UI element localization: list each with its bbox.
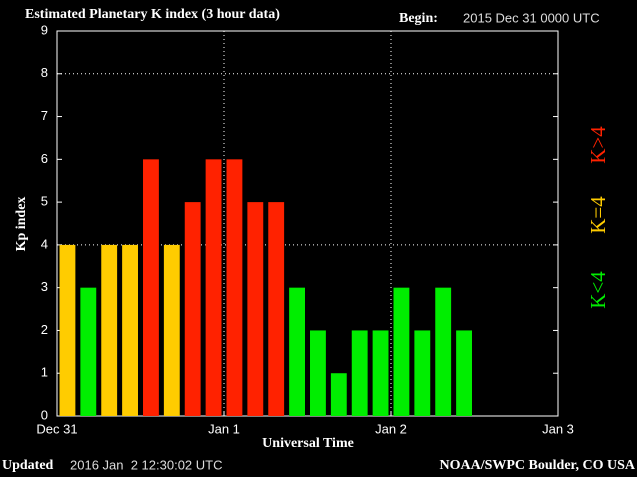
bar <box>393 287 410 416</box>
legend-label: K=4 <box>586 196 610 234</box>
y-tick-label: 0 <box>41 407 48 422</box>
begin-value: 2015 Dec 31 0000 UTC <box>463 10 600 25</box>
x-axis-label: Universal Time <box>262 436 354 451</box>
x-tick-label: Jan 3 <box>542 421 574 436</box>
bar <box>372 330 389 416</box>
x-tick-label: Dec 31 <box>36 421 77 436</box>
bar <box>101 244 118 416</box>
y-tick-label: 4 <box>41 236 48 251</box>
y-tick-label: 9 <box>41 22 48 37</box>
y-tick-label: 3 <box>41 279 48 294</box>
legend-label: K<4 <box>586 271 610 309</box>
bar <box>205 159 222 417</box>
bar <box>226 159 243 417</box>
bar <box>310 330 326 416</box>
begin-label: Begin: <box>399 11 438 26</box>
bar <box>456 330 472 416</box>
bar <box>330 373 347 416</box>
updated-label: Updated <box>2 458 54 473</box>
y-axis-label: Kp index <box>14 197 29 252</box>
y-tick-label: 8 <box>41 65 48 80</box>
y-tick-label: 6 <box>41 151 48 166</box>
bar <box>184 202 201 416</box>
bar <box>435 287 452 416</box>
y-tick-label: 2 <box>41 322 48 337</box>
bar <box>122 244 138 416</box>
x-tick-label: Jan 1 <box>208 421 240 436</box>
chart-title: Estimated Planetary K index (3 hour data… <box>25 7 280 22</box>
plot-frame <box>56 30 559 417</box>
y-tick-label: 5 <box>41 194 48 209</box>
bar <box>351 330 368 416</box>
bar <box>289 287 305 416</box>
updated-value: 2016 Jan 2 12:30:02 UTC <box>70 457 223 472</box>
bar <box>414 330 431 416</box>
bar <box>163 244 180 416</box>
source: NOAA/SWPC Boulder, CO USA <box>439 458 635 473</box>
bar <box>247 202 264 416</box>
x-tick-label: Jan 2 <box>375 421 407 436</box>
bar <box>59 244 76 416</box>
bar <box>143 159 159 417</box>
legend-label: K>4 <box>586 126 610 164</box>
y-tick-label: 7 <box>41 108 48 123</box>
bar <box>268 202 285 416</box>
y-tick-label: 1 <box>41 365 48 380</box>
bar <box>80 287 97 416</box>
